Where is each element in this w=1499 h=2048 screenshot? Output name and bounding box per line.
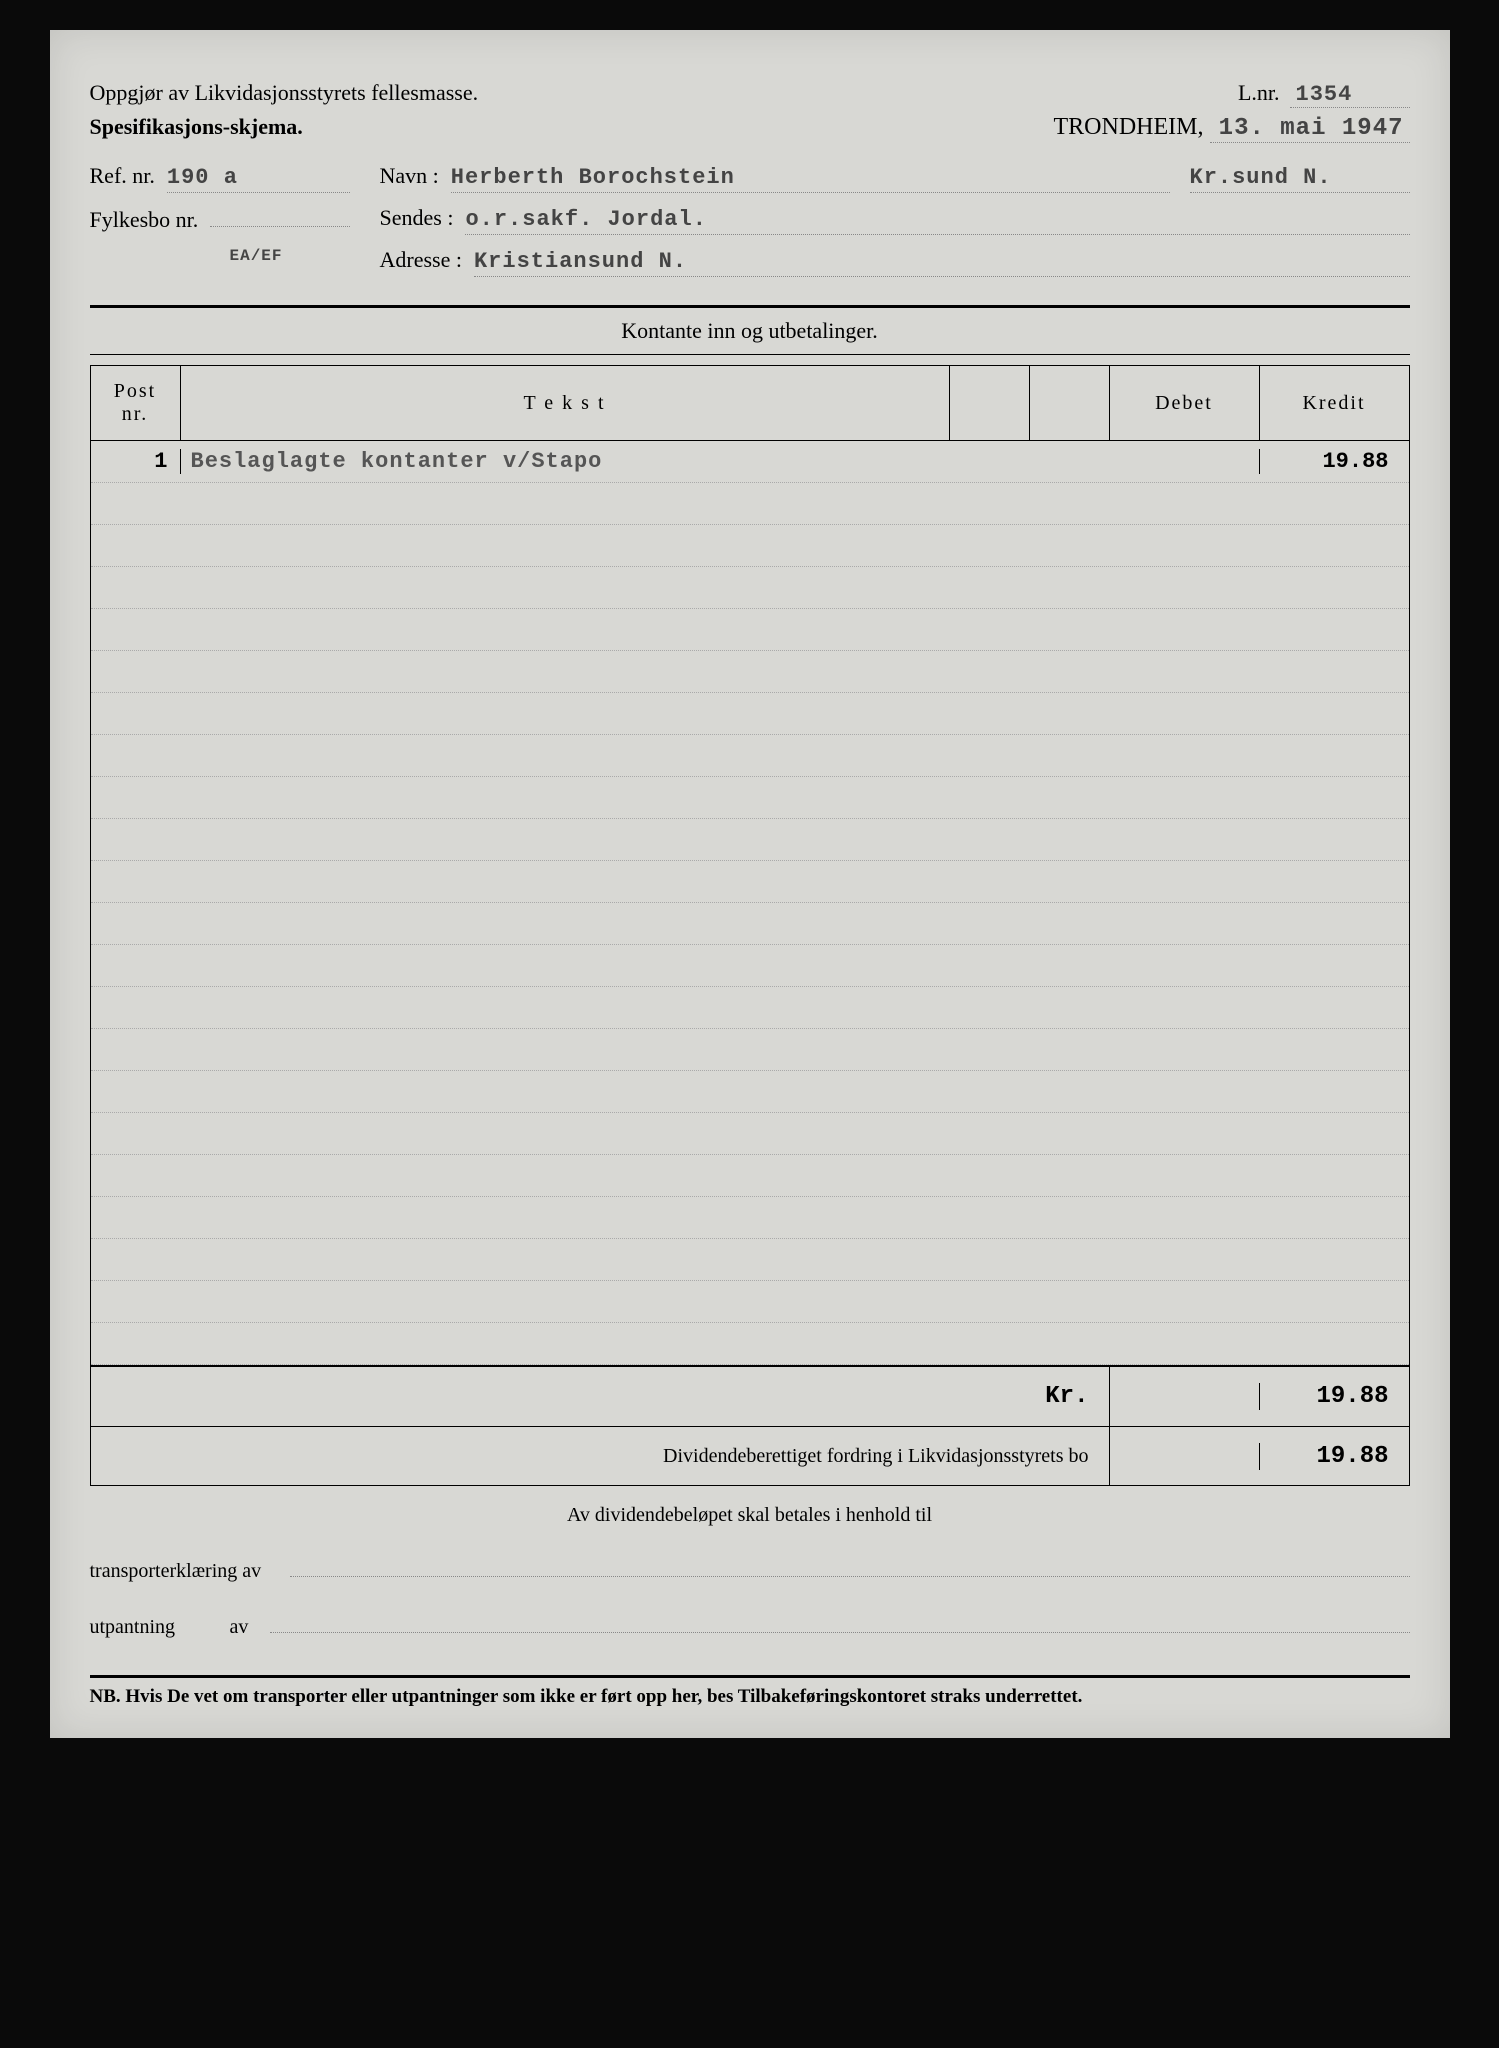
col-kredit: Kredit xyxy=(1259,366,1409,441)
totals-block: Kr. 19.88 Dividendeberettiget fordring i… xyxy=(90,1366,1410,1486)
ledger-row xyxy=(91,483,1409,525)
col-tekst: T e k s t xyxy=(180,366,949,441)
lnr-value: 1354 xyxy=(1290,82,1410,108)
transport-field: transporterklæring av xyxy=(90,1557,1410,1583)
kr-value: 19.88 xyxy=(1259,1383,1409,1410)
ledger-row xyxy=(91,651,1409,693)
ledger-row xyxy=(91,1239,1409,1281)
fields-row-3: EA/EF Adresse : Kristiansund N. xyxy=(90,247,1410,289)
ledger-row xyxy=(91,1323,1409,1365)
sendes-value: o.r.sakf. Jordal. xyxy=(465,207,1409,235)
transport-value xyxy=(290,1557,1410,1577)
navn-extra: Kr.sund N. xyxy=(1190,165,1410,193)
ledger-row xyxy=(91,1155,1409,1197)
subtitle: Spesifikasjons-skjema. xyxy=(90,114,303,140)
dividend-label: Dividendeberettiget fordring i Likvidasj… xyxy=(91,1445,1109,1468)
av-label: av xyxy=(230,1616,270,1639)
adresse-value: Kristiansund N. xyxy=(474,249,1410,277)
ledger-row: 1Beslaglagte kontanter v/Stapo 19.88 xyxy=(91,441,1409,483)
ref-value: 190 a xyxy=(167,165,350,193)
ledger-row xyxy=(91,1113,1409,1155)
cell-tekst: Beslaglagte kontanter v/Stapo xyxy=(181,449,949,474)
section-title: Kontante inn og utbetalinger. xyxy=(90,318,1410,344)
utpantning-value xyxy=(270,1613,1410,1633)
fylkesbo-value xyxy=(210,205,349,227)
fylkesbo-label: Fylkesbo nr. xyxy=(90,207,199,233)
fields-row-2: Fylkesbo nr. Sendes : o.r.sakf. Jordal. xyxy=(90,205,1410,247)
divider-thick xyxy=(90,305,1410,308)
city-date: TRONDHEIM, 13. mai 1947 xyxy=(1054,114,1410,143)
ledger-row xyxy=(91,1281,1409,1323)
header-title: Oppgjør av Likvidasjonsstyrets fellesmas… xyxy=(90,80,479,108)
ledger-row xyxy=(91,777,1409,819)
col-sub2 xyxy=(1029,366,1109,441)
lnr-label: L.nr. xyxy=(1238,80,1280,106)
header-row: Oppgjør av Likvidasjonsstyrets fellesmas… xyxy=(90,80,1410,108)
col-post: Post nr. xyxy=(90,366,180,441)
date: 13. mai 1947 xyxy=(1210,115,1410,143)
lnr-field: L.nr. 1354 xyxy=(1238,80,1410,108)
nb-text: NB. Hvis De vet om transporter eller utp… xyxy=(90,1675,1410,1708)
utpantning-label: utpantning xyxy=(90,1616,230,1639)
navn-label: Navn : xyxy=(380,163,439,189)
col-debet: Debet xyxy=(1109,366,1259,441)
transport-label: transporterklæring av xyxy=(90,1560,290,1583)
ledger-row xyxy=(91,525,1409,567)
code: EA/EF xyxy=(230,247,283,265)
ledger-header: Post nr. T e k s t Debet Kredit xyxy=(90,365,1410,441)
dividend-value: 19.88 xyxy=(1259,1443,1409,1470)
dividend-row: Dividendeberettiget fordring i Likvidasj… xyxy=(91,1426,1409,1486)
utpantning-field: utpantning av xyxy=(90,1613,1410,1639)
ref-label: Ref. nr. xyxy=(90,163,155,189)
ledger-row xyxy=(91,693,1409,735)
total-kr-row: Kr. 19.88 xyxy=(91,1366,1409,1426)
cell-post: 1 xyxy=(91,449,181,474)
ledger-row xyxy=(91,987,1409,1029)
dividend-debet xyxy=(1109,1427,1259,1485)
document-page: Oppgjør av Likvidasjonsstyrets fellesmas… xyxy=(50,30,1450,1738)
ledger-row xyxy=(91,735,1409,777)
divider-thin xyxy=(90,354,1410,355)
dividend-text: Av dividendebeløpet skal betales i henho… xyxy=(90,1504,1410,1527)
ledger-row xyxy=(91,861,1409,903)
navn-value: Herberth Borochstein xyxy=(451,165,1170,193)
sendes-label: Sendes : xyxy=(380,205,454,231)
ledger-row xyxy=(91,1197,1409,1239)
footer: Av dividendebeløpet skal betales i henho… xyxy=(90,1504,1410,1708)
ledger-row xyxy=(91,819,1409,861)
col-sub1 xyxy=(949,366,1029,441)
ledger-row xyxy=(91,903,1409,945)
adresse-label: Adresse : xyxy=(380,247,462,273)
city: TRONDHEIM, xyxy=(1054,114,1204,140)
ledger-row xyxy=(91,1071,1409,1113)
ledger-row xyxy=(91,1029,1409,1071)
cell-kredit: 19.88 xyxy=(1259,449,1409,474)
kr-debet xyxy=(1109,1367,1259,1426)
ledger-row xyxy=(91,567,1409,609)
ledger-row xyxy=(91,945,1409,987)
ledger-row xyxy=(91,609,1409,651)
kr-label: Kr. xyxy=(91,1383,1109,1410)
ledger-body: 1Beslaglagte kontanter v/Stapo 19.88 xyxy=(90,441,1410,1366)
fields-row-1: Ref. nr. 190 a Navn : Herberth Borochste… xyxy=(90,163,1410,205)
